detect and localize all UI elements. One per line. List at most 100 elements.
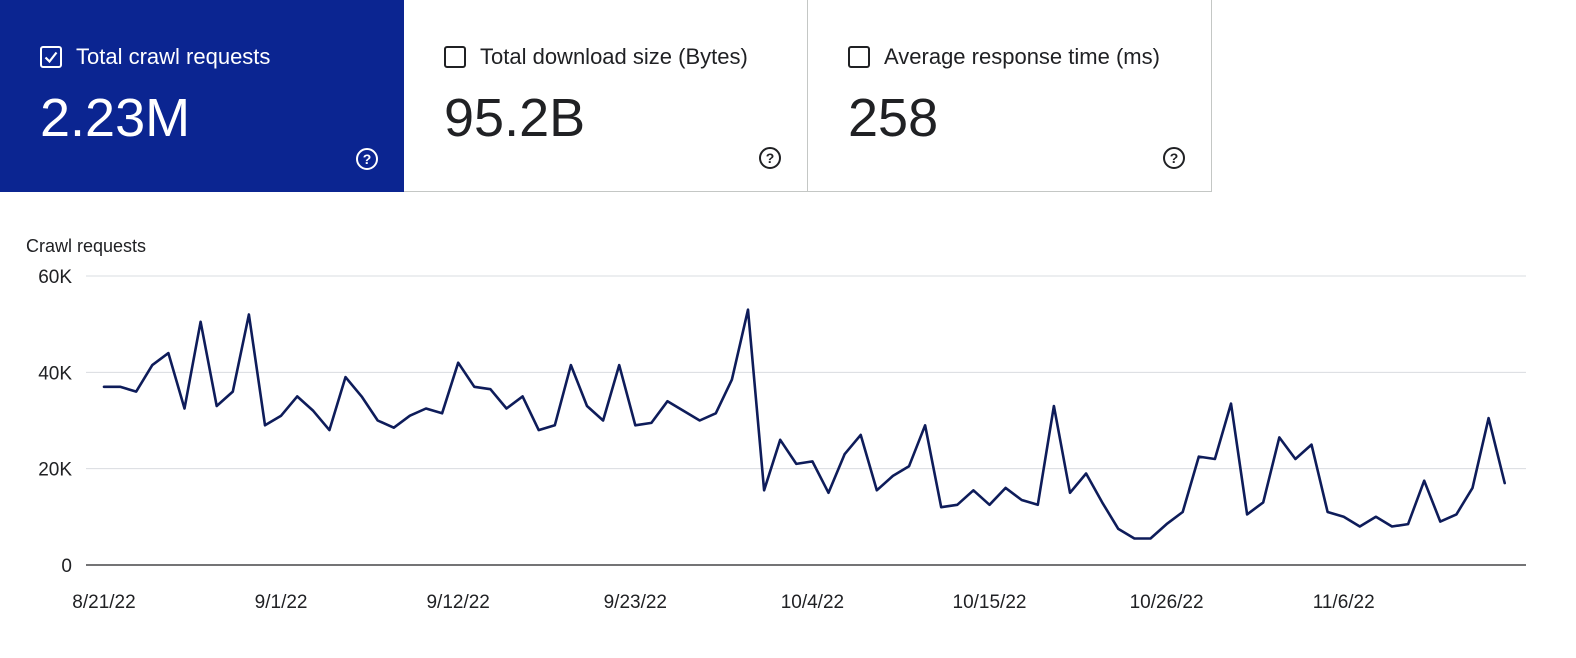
x-tick-label: 8/21/22 (72, 592, 135, 613)
data-point (843, 452, 847, 456)
data-point (344, 375, 348, 379)
data-point (971, 488, 975, 492)
metric-value: 258 (848, 88, 939, 148)
data-point (472, 385, 476, 389)
data-point (231, 390, 235, 394)
question-circle-icon[interactable]: ? (759, 147, 781, 169)
data-point (1181, 510, 1185, 514)
data-point (1277, 435, 1281, 439)
chart-title: Crawl requests (26, 236, 147, 256)
metric-value: 2.23M (40, 88, 191, 148)
metric-value: 95.2B (444, 88, 586, 148)
data-point (376, 419, 380, 423)
data-point (521, 394, 525, 398)
data-point (1245, 512, 1249, 516)
x-tick-label: 10/15/22 (953, 592, 1027, 613)
data-point (1229, 402, 1233, 406)
data-point (1020, 498, 1024, 502)
x-tick-label: 9/1/22 (255, 592, 308, 613)
metric-label: Total crawl requests (76, 44, 271, 69)
data-point (1390, 524, 1394, 528)
data-point (118, 385, 122, 389)
data-point (327, 428, 331, 432)
data-point (649, 421, 653, 425)
data-point (295, 394, 299, 398)
data-point (1165, 522, 1169, 526)
metric-header: Average response time (ms) (848, 44, 1160, 70)
data-point (585, 404, 589, 408)
data-point (1293, 457, 1297, 461)
data-point (1213, 457, 1217, 461)
data-point (424, 406, 428, 410)
data-point (1326, 510, 1330, 514)
data-point (553, 423, 557, 427)
checkbox-total-crawl-requests[interactable] (40, 46, 62, 68)
data-point (1100, 500, 1104, 504)
metric-card-total-crawl-requests[interactable]: Total crawl requests 2.23M ? (0, 0, 404, 192)
data-point (778, 438, 782, 442)
checkbox-total-download-size[interactable] (444, 46, 466, 68)
metric-header: Total crawl requests (40, 44, 270, 70)
data-point (488, 387, 492, 391)
data-point (1503, 481, 1507, 485)
data-point (1197, 455, 1201, 459)
y-tick-label: 40K (38, 363, 72, 384)
data-point (134, 390, 138, 394)
data-point (1004, 486, 1008, 490)
question-circle-icon[interactable]: ? (1163, 147, 1185, 169)
y-tick-label: 20K (38, 460, 72, 481)
data-point (505, 406, 509, 410)
x-tick-label: 9/12/22 (426, 592, 489, 613)
data-point (730, 378, 734, 382)
data-point (633, 423, 637, 427)
data-point (762, 488, 766, 492)
data-point (1068, 491, 1072, 495)
check-icon (44, 51, 58, 64)
data-point (1132, 537, 1136, 541)
data-point (150, 363, 154, 367)
data-point (1342, 515, 1346, 519)
data-point (1358, 524, 1362, 528)
question-circle-icon[interactable]: ? (356, 148, 378, 170)
data-point (1116, 527, 1120, 531)
metric-card-average-response-time[interactable]: Average response time (ms) 258 ? (808, 0, 1212, 192)
data-point (263, 423, 267, 427)
data-point (1261, 500, 1265, 504)
data-point (617, 363, 621, 367)
x-tick-label: 9/23/22 (604, 592, 667, 613)
x-tick-label: 10/26/22 (1130, 592, 1204, 613)
data-point (360, 394, 364, 398)
data-point (666, 399, 670, 403)
data-point (955, 503, 959, 507)
checkbox-average-response-time[interactable] (848, 46, 870, 68)
x-tick-label: 10/4/22 (781, 592, 844, 613)
data-point (1084, 471, 1088, 475)
metric-card-total-download-size[interactable]: Total download size (Bytes) 95.2B ? (404, 0, 808, 192)
data-point (247, 313, 251, 317)
data-point (859, 433, 863, 437)
data-point (215, 404, 219, 408)
data-point (939, 505, 943, 509)
data-point (714, 411, 718, 415)
data-point (1149, 537, 1153, 541)
data-point (456, 361, 460, 365)
data-point (102, 385, 106, 389)
data-point (1310, 443, 1314, 447)
data-point (1438, 520, 1442, 524)
data-point (392, 426, 396, 430)
data-point (1471, 486, 1475, 490)
data-point (698, 419, 702, 423)
data-point (440, 411, 444, 415)
y-tick-label: 0 (61, 556, 72, 577)
data-point (1422, 479, 1426, 483)
data-point (682, 409, 686, 413)
metric-label: Total download size (Bytes) (480, 44, 748, 69)
y-tick-label: 60K (38, 267, 72, 288)
data-point (1374, 515, 1378, 519)
data-point (746, 308, 750, 312)
data-point (408, 414, 412, 418)
data-point (166, 351, 170, 355)
data-point (875, 488, 879, 492)
data-point (988, 503, 992, 507)
